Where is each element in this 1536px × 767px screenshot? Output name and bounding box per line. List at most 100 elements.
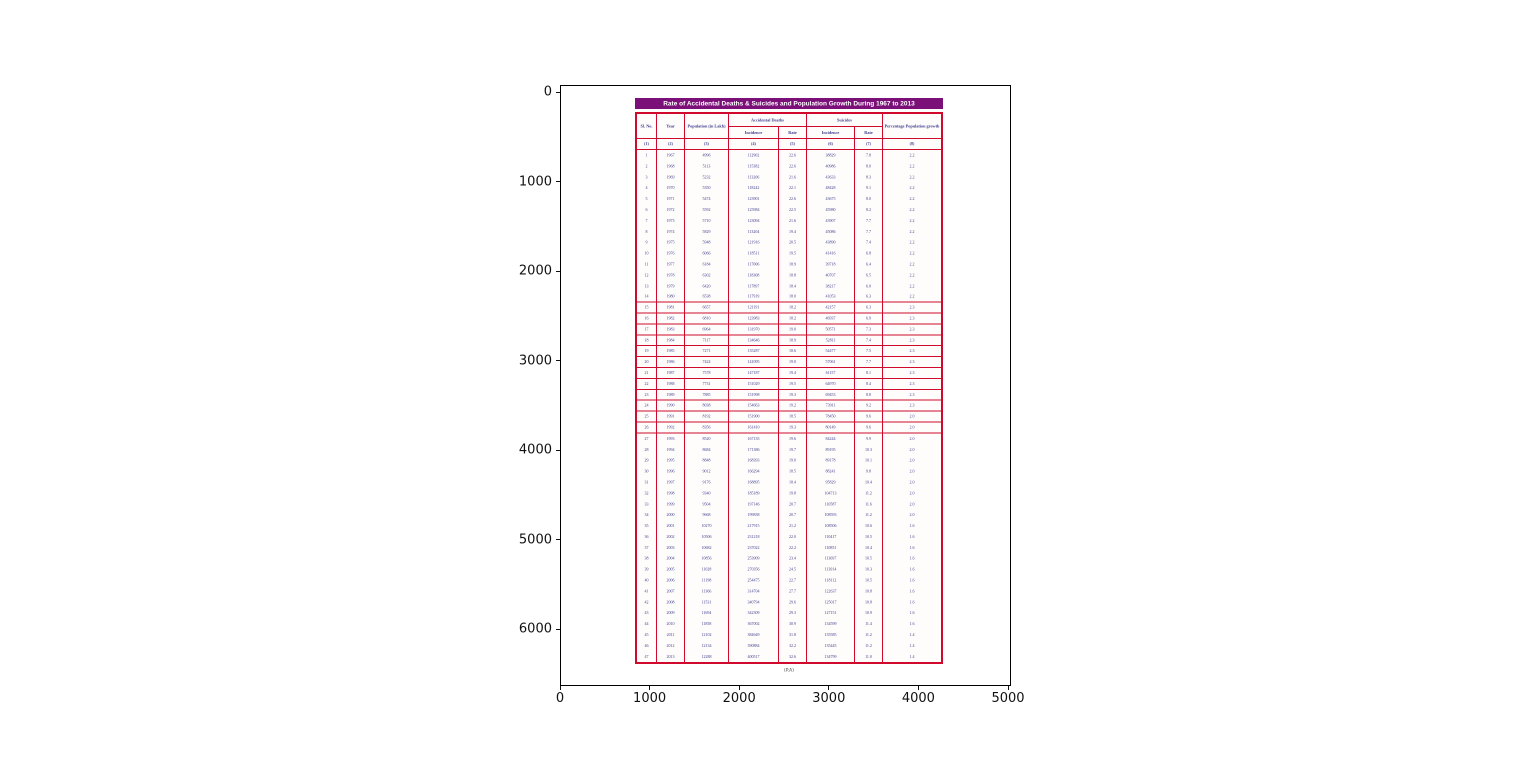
table-cell: 10.3: [855, 564, 883, 576]
table-cell: 2.3: [909, 326, 915, 332]
table-cell: 8038: [685, 400, 729, 411]
table-cell: 6.3: [855, 302, 883, 313]
table-cell: 1975: [657, 237, 685, 249]
column-number: (7): [855, 139, 883, 149]
table-cell: 9.9: [855, 433, 883, 445]
table-cell: 1.4: [909, 654, 915, 659]
table-row: 17 1983 6964 131970 19.0 50571 7.3 2.3: [637, 324, 941, 336]
table-cell: 39718: [807, 258, 855, 270]
table-cell: 9504: [685, 498, 729, 510]
table-cell: 6.5: [855, 269, 883, 281]
table-cell: 45086: [807, 226, 855, 238]
table-cell: 18.2: [779, 302, 807, 313]
table-cell: 112902: [729, 150, 779, 161]
table-cell: 125984: [729, 204, 779, 216]
table-cell: 23.4: [779, 553, 807, 565]
table-row: 37 2003 10682 237022 22.2 110851 10.4 1.6: [637, 542, 941, 554]
table-row: 38 2004 10856 253909 23.4 113697 10.5 1.6: [637, 553, 941, 565]
table-cell: 18: [637, 335, 657, 346]
table-cell: 48428: [807, 182, 855, 194]
table-cell: 1.6: [909, 599, 915, 605]
table-cell: 18.5: [779, 411, 807, 422]
table-cell: 134599: [807, 618, 855, 630]
table-cell: 1973: [657, 215, 685, 227]
table-cell: 2.0: [909, 458, 915, 463]
table-cell: 89195: [807, 444, 855, 456]
table-cell: 22.1: [779, 182, 807, 194]
table-cell: 45: [637, 629, 657, 641]
table-cell: 1990: [657, 400, 685, 411]
table-cell: 125017: [807, 596, 855, 608]
x-tick-mark: [738, 686, 740, 690]
table-cell: 134646: [729, 335, 779, 346]
table-cell: 11366: [685, 585, 729, 597]
table-cell: 7.7: [855, 357, 883, 367]
column-number: (3): [685, 139, 729, 149]
table-cell: 16: [637, 313, 657, 324]
table-cell: 1980: [657, 291, 685, 302]
table-cell: 2.2: [909, 240, 915, 245]
header-suicides-subs: Incidence Rate: [807, 126, 882, 138]
table-cell: 110417: [807, 531, 855, 543]
table-cell: 31.8: [779, 629, 807, 641]
table-cell: 7117: [685, 335, 729, 346]
table-row: 35 2001 10270 217915 21.2 108506 10.6 1.6: [637, 520, 941, 532]
table-cell: 46: [637, 640, 657, 652]
table-cell: 2.2: [909, 261, 915, 267]
table-cell: 29: [637, 455, 657, 467]
table-cell: 10.5: [855, 575, 883, 586]
table-cell: 167135: [729, 433, 779, 445]
table-cell: 110587: [807, 498, 855, 510]
table-cell: 118242: [729, 182, 779, 194]
table-cell: 117919: [729, 291, 779, 302]
table-cell: 5948: [685, 237, 729, 249]
table-cell: 1974: [657, 226, 685, 238]
table-row: 25 1991 8192 151900 18.5 78450 9.6 2.0: [637, 411, 941, 423]
table-cell: 1969: [657, 171, 685, 183]
table-row: 24 1990 8038 154663 19.2 73911 9.2 2.3: [637, 400, 941, 412]
table-cell: 52811: [807, 335, 855, 346]
table-cell: 57061: [807, 357, 855, 367]
table-cell: 19: [637, 346, 657, 357]
table-row: 30 1996 9012 166294 18.5 88241 9.8 2.0: [637, 466, 941, 477]
table-cell: 10682: [685, 542, 729, 554]
table-cell: 9340: [685, 487, 729, 499]
table-cell: 1986: [657, 357, 685, 367]
table-row: 40 2006 11198 254475 22.7 118112 10.5 1.6: [637, 575, 941, 586]
table-cell: 123983: [729, 313, 779, 324]
table-cell: 400517: [729, 651, 779, 663]
table-cell: 38217: [807, 280, 855, 292]
table-cell: 1: [637, 150, 657, 161]
table-cell: 1968: [657, 160, 685, 172]
table-cell: 168393: [729, 455, 779, 467]
table-cell: 19.6: [779, 433, 807, 445]
table-title-bar: Rate of Accidental Deaths & Suicides and…: [635, 98, 943, 109]
table-cell: 20.7: [779, 498, 807, 510]
table-cell: 1997: [657, 476, 685, 488]
table-cell: 1996: [657, 466, 685, 477]
table-cell: 18.4: [779, 280, 807, 292]
table-cell: 30.9: [779, 618, 807, 630]
table-cell: 1995: [657, 455, 685, 467]
table-cell: 1983: [657, 324, 685, 335]
table-cell: 42: [637, 596, 657, 608]
y-tick-label: 4000: [518, 442, 552, 458]
table-cell: 78450: [807, 411, 855, 422]
table-cell: 2.3: [909, 315, 915, 321]
table-cell: 43890: [807, 237, 855, 249]
table-cell: 7.4: [855, 335, 883, 346]
header-accidental-subs: Incidence Rate: [729, 126, 806, 138]
table-cell: 1978: [657, 269, 685, 281]
table-cell: 2.3: [909, 359, 915, 365]
table-cell: 33: [637, 498, 657, 510]
table-cell: 10.8: [855, 585, 883, 597]
table-cell: 141095: [729, 357, 779, 367]
table-cell: 84244: [807, 433, 855, 445]
table-cell: 2013: [657, 651, 685, 663]
header-suicides-incidence: Incidence: [807, 127, 855, 138]
table-cell: 19.4: [779, 226, 807, 238]
table-cell: 217915: [729, 520, 779, 532]
table-cell: 1981: [657, 302, 685, 313]
table-cell: 121191: [729, 302, 779, 313]
table-cell: 1.4: [909, 643, 915, 648]
